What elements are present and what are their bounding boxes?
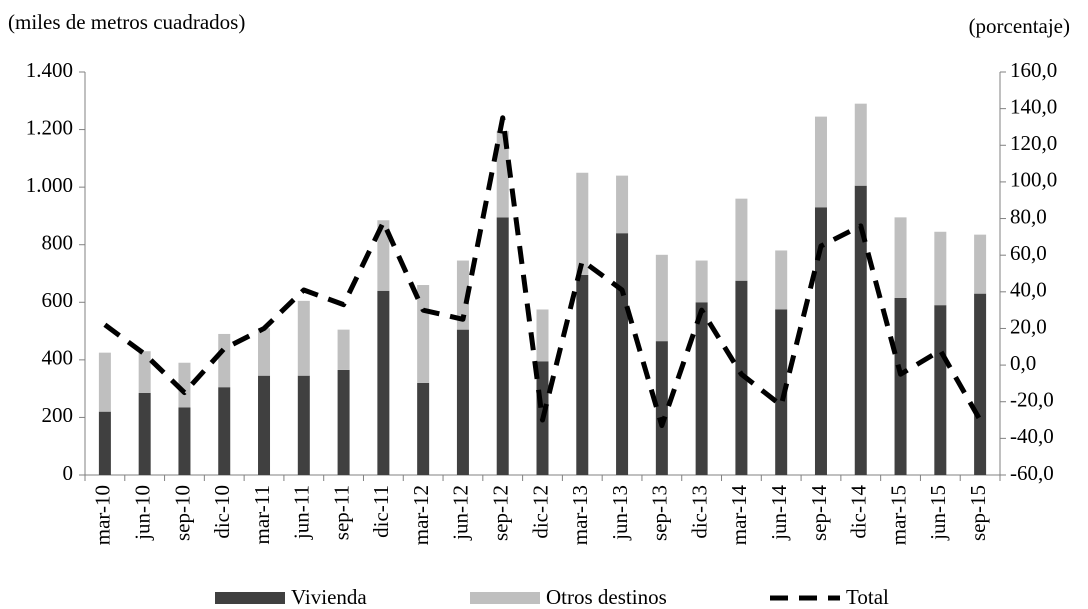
- bar: [655, 341, 668, 475]
- y-tick-label: 400: [42, 346, 74, 370]
- bar: [655, 254, 668, 342]
- bar: [178, 407, 191, 475]
- bar: [496, 131, 509, 218]
- x-tick-label: mar-14: [727, 485, 751, 546]
- y-tick-label: 1.400: [26, 58, 73, 82]
- bar: [417, 382, 430, 475]
- x-tick-label: sep-10: [170, 485, 194, 541]
- x-tick-label: sep-15: [966, 485, 990, 541]
- y2-tick-label: 0,0: [1010, 351, 1036, 375]
- bar: [258, 328, 271, 376]
- bar: [894, 297, 907, 475]
- bar: [934, 231, 947, 306]
- x-tick-label: sep-14: [807, 485, 831, 541]
- y2-tick-label: -20,0: [1010, 388, 1054, 412]
- x-tick-label: mar-11: [250, 485, 274, 544]
- bar: [258, 375, 271, 475]
- y-tick-label: 1.000: [26, 173, 73, 197]
- y2-tick-label: 20,0: [1010, 314, 1047, 338]
- bar: [297, 375, 310, 475]
- y-axis-title: (miles de metros cuadrados): [8, 10, 245, 34]
- x-tick-label: dic-12: [528, 485, 552, 539]
- x-tick-label: jun-12: [449, 485, 473, 541]
- line: [103, 115, 983, 429]
- y2-axis-title: (porcentaje): [969, 14, 1070, 38]
- bar: [974, 293, 987, 475]
- bar: [616, 233, 629, 475]
- y-tick-label: 200: [42, 403, 74, 427]
- y2-tick-label: 60,0: [1010, 241, 1047, 265]
- bar: [98, 352, 111, 412]
- legend-label: Otros destinos: [546, 585, 667, 609]
- x-tick-label: mar-15: [886, 485, 910, 545]
- bar: [218, 387, 231, 475]
- bar: [337, 369, 350, 475]
- y-tick-label: 600: [42, 288, 74, 312]
- bar: [178, 362, 191, 408]
- bar: [974, 234, 987, 294]
- bar: [417, 285, 430, 383]
- y-tick-label: 800: [42, 231, 74, 255]
- legend-label: Vivienda: [291, 585, 367, 609]
- bar: [98, 411, 111, 475]
- bar: [854, 103, 867, 186]
- bar: [576, 274, 589, 475]
- bar: [735, 280, 748, 475]
- bar: [536, 309, 549, 362]
- y2-tick-label: 120,0: [1010, 131, 1057, 155]
- bar: [377, 220, 390, 291]
- x-tick-label: mar-10: [91, 485, 115, 545]
- y2-tick-label: 40,0: [1010, 278, 1047, 302]
- x-tick-label: dic-14: [847, 485, 871, 539]
- y-tick-label: 1.200: [26, 115, 73, 139]
- x-tick-label: jun-14: [767, 485, 791, 541]
- bar: [814, 116, 827, 208]
- bar: [695, 260, 708, 303]
- bar: [218, 333, 231, 388]
- legend-swatch: [470, 592, 540, 604]
- x-tick-label: sep-12: [489, 485, 513, 541]
- bar: [138, 351, 151, 393]
- x-tick-label: dic-13: [687, 485, 711, 539]
- bar: [735, 198, 748, 281]
- x-tick-label: dic-10: [210, 485, 234, 539]
- bar: [456, 329, 469, 475]
- y2-tick-label: 140,0: [1010, 94, 1057, 118]
- bar: [814, 207, 827, 476]
- legend-swatch: [215, 592, 285, 604]
- bar: [934, 305, 947, 475]
- x-tick-label: sep-13: [648, 485, 672, 541]
- x-tick-label: sep-11: [329, 485, 353, 540]
- bar: [695, 302, 708, 475]
- bar: [616, 175, 629, 234]
- bar: [456, 260, 469, 330]
- x-tick-label: jun-10: [130, 485, 154, 541]
- x-tick-label: mar-13: [568, 485, 592, 545]
- x-tick-label: jun-13: [608, 485, 632, 541]
- y-tick-label: 0: [63, 461, 74, 485]
- bar: [337, 329, 350, 370]
- bar: [775, 250, 788, 310]
- x-tick-label: jun-11: [290, 485, 314, 540]
- x-tick-label: mar-12: [409, 485, 433, 545]
- bar: [894, 217, 907, 298]
- bar: [496, 217, 509, 475]
- y2-tick-label: 80,0: [1010, 204, 1047, 228]
- y2-tick-label: -40,0: [1010, 424, 1054, 448]
- y2-tick-label: 100,0: [1010, 168, 1057, 192]
- x-tick-label: dic-11: [369, 485, 393, 538]
- bar: [576, 172, 589, 275]
- bar: [138, 392, 151, 475]
- bar: [377, 290, 390, 475]
- y2-tick-label: 160,0: [1010, 58, 1057, 82]
- x-tick-label: jun-15: [926, 485, 950, 541]
- legend-label: Total: [846, 585, 889, 609]
- y2-tick-label: -60,0: [1010, 461, 1054, 485]
- bar: [854, 185, 867, 476]
- bar: [297, 300, 310, 376]
- bar: [775, 309, 788, 475]
